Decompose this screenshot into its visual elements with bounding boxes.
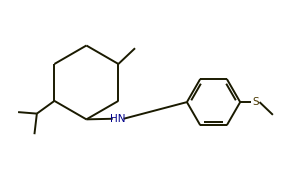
Text: HN: HN: [110, 114, 126, 124]
Text: S: S: [252, 97, 259, 107]
